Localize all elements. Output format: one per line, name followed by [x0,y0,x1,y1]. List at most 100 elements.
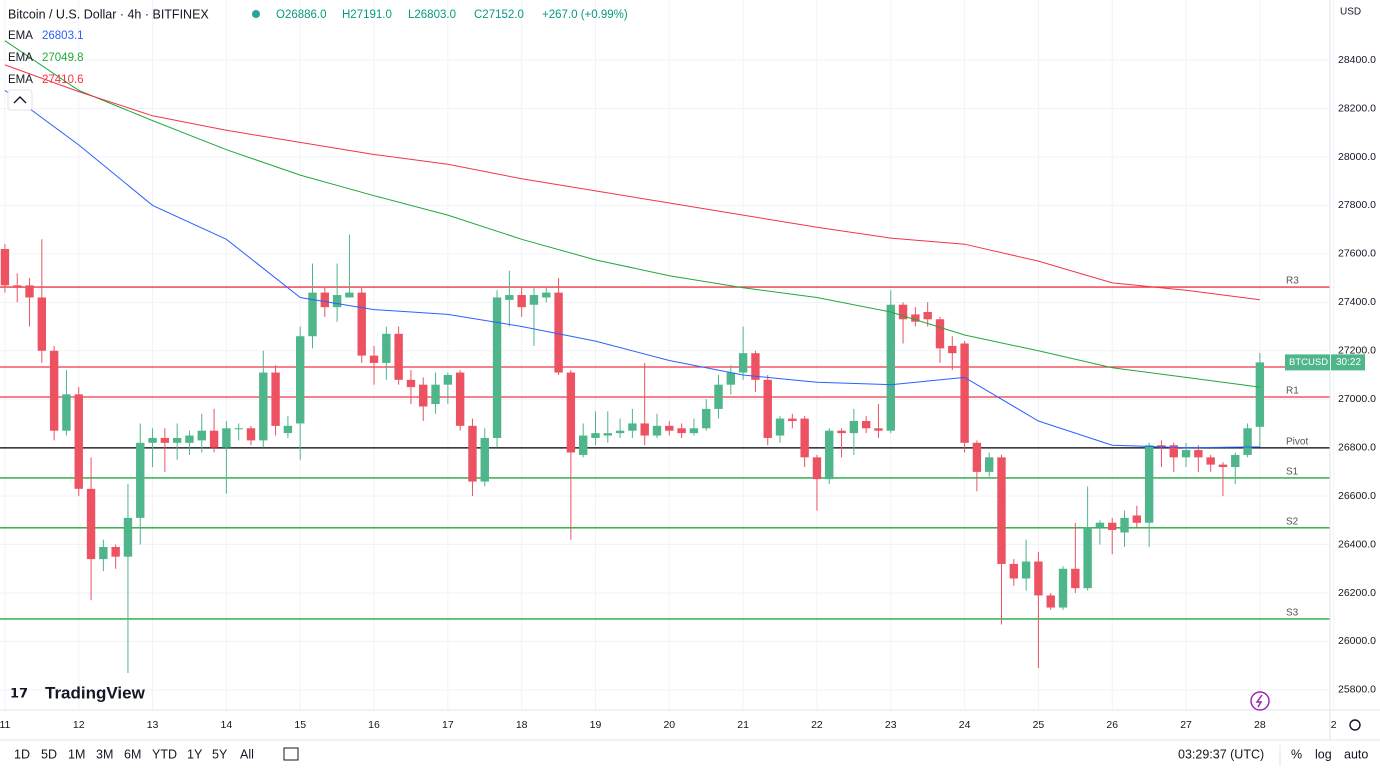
candle-body [480,437,489,482]
candle-body [923,312,932,320]
level-label: Pivot [1286,437,1308,448]
candle-body [296,336,305,424]
y-tick-label: 27800.0 [1338,199,1376,211]
candle-body [345,292,354,298]
candle-body [209,430,219,448]
candle-body [1058,568,1068,608]
scale-option[interactable]: auto [1344,747,1368,761]
range-button[interactable]: 6M [124,747,141,761]
candle-body [99,546,108,560]
candle-body [1243,428,1252,455]
y-tick-label: 28200.0 [1338,102,1376,114]
candle-body [357,292,366,356]
candle-body [702,408,711,429]
y-tick-label: 26000.0 [1338,635,1376,647]
date-range-icon[interactable] [283,747,299,761]
ohlc-value: +267.0 (+0.99%) [542,9,628,21]
collapse-legend[interactable] [7,89,33,111]
candle-body [394,333,403,380]
pivot-levels: R3 R1 Pivot S1 S2 S3 [0,276,1330,620]
range-button[interactable]: YTD [152,747,177,761]
level-label: R3 [1286,276,1299,287]
candle-body [1218,464,1228,468]
clock: 03:29:37 (UTC) [1178,747,1264,761]
ema-line [4,89,1260,449]
x-tick-label: 17 [442,719,454,731]
currency[interactable]: USD [1340,7,1361,18]
candle-body [615,430,625,434]
y-tick-label: 27200.0 [1338,345,1376,357]
range-button[interactable]: 3M [96,747,113,761]
range-button[interactable]: 5D [41,747,57,761]
alert-icon[interactable] [1250,691,1270,711]
candle-body [751,353,760,380]
range-button[interactable]: All [240,747,254,761]
candle-body [246,428,256,441]
scale-option[interactable]: log [1315,747,1332,761]
x-tick-label: 14 [221,719,233,731]
candle-body [529,295,539,305]
candle-body [898,304,908,320]
alert-bolt [1255,694,1263,708]
countdown: 30:22 [1336,357,1361,368]
range-button[interactable]: 1M [68,747,85,761]
candle-body [123,517,133,557]
candle-body [566,372,576,453]
ohlc-value: L26803.0 [408,9,456,21]
candle-body [984,457,994,472]
candle-body [62,394,71,431]
candle-body [185,435,194,443]
x-tick-label: 27 [1180,719,1192,731]
x-tick-label: 25 [1033,719,1045,731]
candle-body [160,437,170,443]
y-tick-label: 25800.0 [1338,684,1376,696]
candle-body [492,297,502,438]
candle-body [935,319,945,349]
ema-name: EMA [8,52,33,64]
candle-body [1144,445,1154,523]
candle-body [1009,563,1019,579]
ema-value: 27410.6 [42,74,84,86]
x-tick-label: 15 [294,719,306,731]
candle-body [997,457,1006,564]
range-button[interactable]: 5Y [212,747,228,761]
price-tag-box [1285,354,1330,371]
candle-body [517,295,526,308]
candle-body [382,333,391,363]
candle-body [788,418,797,422]
range-button[interactable]: 1Y [187,747,203,761]
candle-body [689,428,699,434]
x-tick-label: 22 [811,719,823,731]
y-tick-label: 28400.0 [1338,54,1376,66]
ema-line [4,64,1260,301]
candle-body [775,418,785,436]
candle-body [406,379,416,388]
x-tick-label: 11 [0,719,11,731]
candle-body [111,546,120,557]
settings-icon[interactable] [1349,719,1361,731]
candle-body [468,425,477,482]
candle-body [837,430,846,434]
candle-body [136,442,145,518]
candle-body [1046,595,1055,608]
candle-body [554,292,563,373]
range-button[interactable]: 1D [14,747,30,761]
x-tick-label: 19 [590,719,602,731]
candle-body [738,353,748,373]
ema-legend: EMA 26803.1 EMA 27049.8 EMA 27410.6 [8,30,84,86]
scale-option[interactable]: % [1291,747,1302,761]
candle-body [542,292,551,298]
candle-body [271,372,280,426]
level-label: S3 [1286,608,1299,619]
x-tick-label: 16 [368,719,380,731]
ema-lines [4,40,1260,449]
candle-body [849,421,859,434]
y-tick-label: 27000.0 [1338,393,1376,405]
candle-body [0,249,10,286]
y-tick-label: 27600.0 [1338,248,1376,260]
candle-body [419,384,428,407]
candle-body [455,372,465,426]
ohlc-value: O26886.0 [276,9,327,21]
candle-body [911,314,920,322]
